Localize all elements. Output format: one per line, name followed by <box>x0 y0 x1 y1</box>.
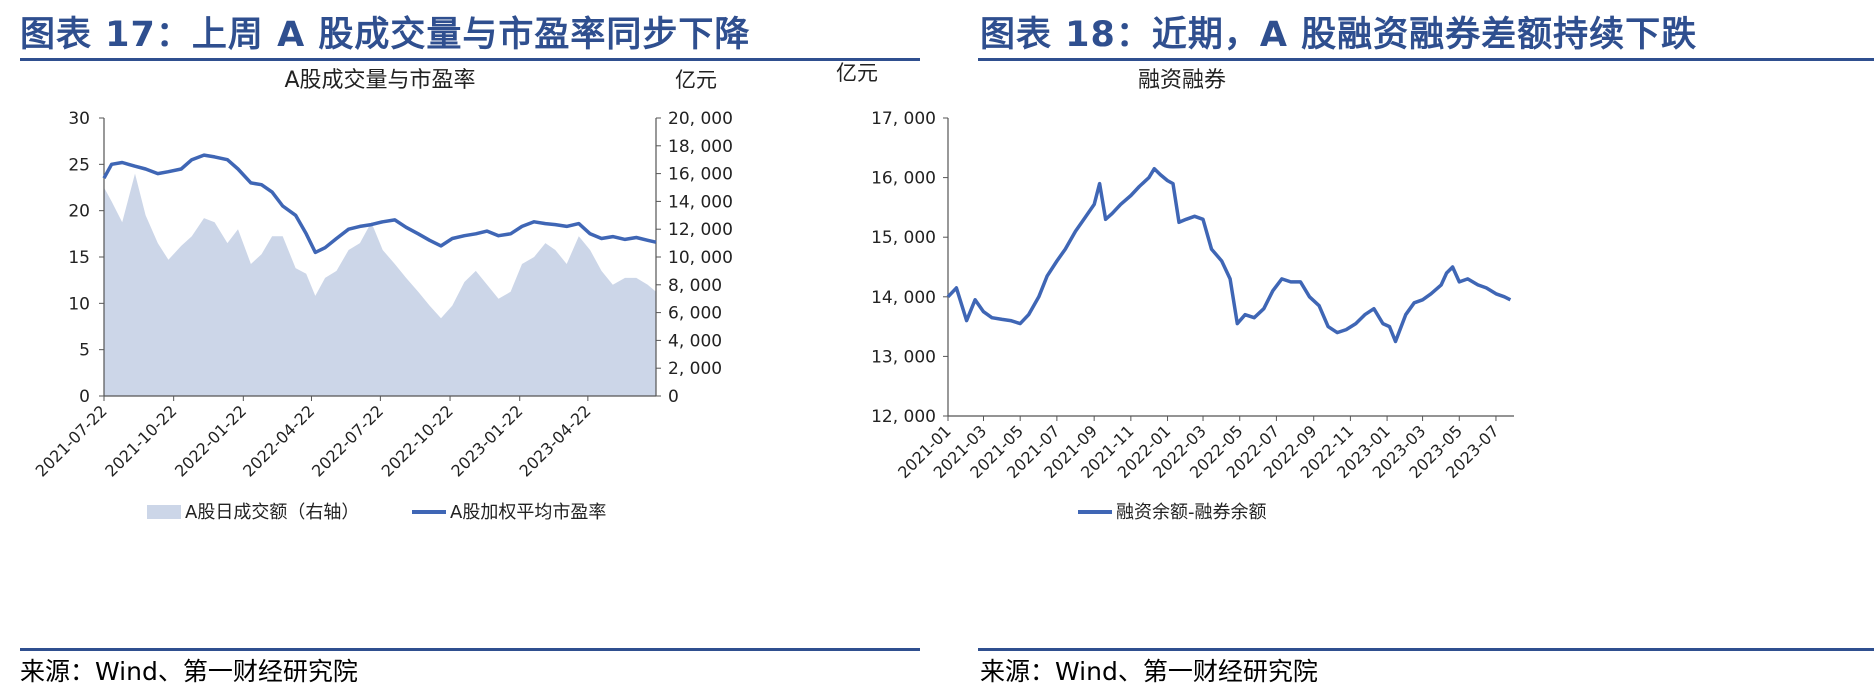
right-tick-label: 8, 000 <box>668 276 722 296</box>
right-tick-label: 18, 000 <box>668 137 733 157</box>
right-tick-label: 10, 000 <box>668 248 733 268</box>
figure-title: 图表 17：上周 A 股成交量与市盈率同步下降 <box>20 15 751 55</box>
margin-balance-line <box>946 166 1512 344</box>
legend-label-volume: A股日成交额（右轴） <box>185 502 359 523</box>
volume-pe-chart: A股成交量与市盈率 亿元 0 5 10 15 20 25 30 0 2, 000 4, 000 6, 0… <box>32 68 733 523</box>
right-tick-label: 4, 000 <box>668 331 722 351</box>
left-tick-label: 15 <box>68 248 90 268</box>
x-tick-label: 2022-04-22 <box>239 401 318 480</box>
figure-17-panel: 图表 17：上周 A 股成交量与市盈率同步下降 A股成交量与市盈率 亿元 0 5 10 1… <box>0 0 920 696</box>
x-tick-label: 2022-01-22 <box>171 401 250 480</box>
chart-title: 融资融券 <box>1138 68 1226 93</box>
right-tick-label: 12, 000 <box>668 220 733 240</box>
title-rule <box>20 58 920 61</box>
y-tick-label: 14, 000 <box>871 288 936 308</box>
title-rule <box>978 58 1874 61</box>
source-note: 来源：Wind、第一财经研究院 <box>980 657 1318 686</box>
right-tick-label: 6, 000 <box>668 304 722 324</box>
y-tick-label: 12, 000 <box>871 407 936 427</box>
source-rule <box>978 648 1874 651</box>
x-tick-label: 2022-07-22 <box>308 401 387 480</box>
figure-18-panel: 图表 18：近期，A 股融资融券差额持续下跌 融资融券 亿元 12, 000 13, … <box>836 0 1876 696</box>
left-tick-label: 20 <box>68 202 90 222</box>
left-tick-label: 25 <box>68 155 90 175</box>
x-tick-label: 2021-10-22 <box>101 401 180 480</box>
right-tick-label: 14, 000 <box>668 192 733 212</box>
legend-swatch-volume <box>147 505 181 519</box>
y-tick-label: 16, 000 <box>871 169 936 189</box>
left-tick-label: 30 <box>68 109 90 129</box>
right-tick-label: 2, 000 <box>668 359 722 379</box>
x-tick-label: 2023-04-22 <box>515 401 594 480</box>
y-tick-label: 17, 000 <box>871 109 936 129</box>
right-axis-unit: 亿元 <box>675 68 717 92</box>
pe-line <box>102 153 657 255</box>
y-tick-label: 13, 000 <box>871 347 936 367</box>
figure-title: 图表 18：近期，A 股融资融券差额持续下跌 <box>980 15 1698 55</box>
legend-label: 融资余额-融券余额 <box>1116 502 1267 523</box>
right-tick-label: 20, 000 <box>668 109 733 129</box>
x-tick-label: 2021-07-22 <box>32 401 111 480</box>
left-tick-label: 0 <box>79 387 90 407</box>
y-tick-label: 15, 000 <box>871 228 936 248</box>
x-tick-label: 2022-10-22 <box>378 401 457 480</box>
left-tick-label: 10 <box>68 294 90 314</box>
volume-area <box>104 173 656 396</box>
y-axis-unit: 亿元 <box>836 61 878 85</box>
left-tick-label: 5 <box>79 341 90 361</box>
x-tick-label: 2023-01-22 <box>447 401 526 480</box>
margin-trading-chart: 融资融券 亿元 12, 000 13, 000 14, 000 15, 000 16, 00… <box>836 61 1514 523</box>
legend-label-pe: A股加权平均市盈率 <box>450 502 606 523</box>
right-tick-label: 0 <box>668 387 679 407</box>
source-note: 来源：Wind、第一财经研究院 <box>20 657 358 686</box>
chart-title: A股成交量与市盈率 <box>284 68 475 93</box>
right-tick-label: 16, 000 <box>668 165 733 185</box>
source-rule <box>20 648 920 651</box>
